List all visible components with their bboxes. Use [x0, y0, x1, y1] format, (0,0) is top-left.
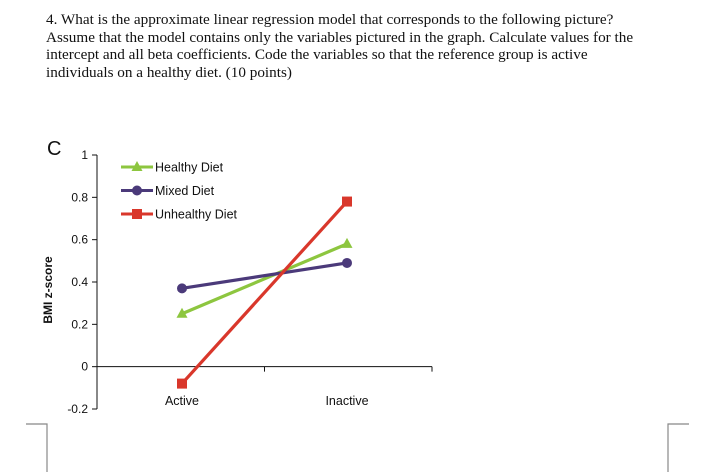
- data-point-mixed-diet: [342, 257, 352, 268]
- data-point-healthy-diet: [176, 307, 188, 318]
- data-point-unhealthy-diet: [342, 196, 352, 207]
- data-point-unhealthy-diet: [177, 378, 187, 389]
- series-markers: [176, 196, 353, 389]
- y-tick-label: 1: [81, 148, 88, 162]
- y-tick-label: 0: [81, 360, 88, 374]
- question-text: 4. What is the approximate linear regres…: [46, 11, 686, 81]
- x-category-label: Inactive: [325, 394, 368, 408]
- legend-label-mixed-diet: Mixed Diet: [155, 184, 215, 198]
- data-point-mixed-diet: [177, 283, 187, 294]
- y-tick-label: 0.2: [71, 317, 88, 331]
- legend: Healthy Diet Mixed Diet Unhealthy Diet: [121, 161, 238, 222]
- chart-axes: -0.2 0 0.2 0.4 0.6 0.8 1 Active Inactive: [67, 148, 433, 416]
- legend-label-unhealthy-diet: Unhealthy Diet: [155, 208, 238, 222]
- legend-marker-healthy-diet: [131, 161, 143, 171]
- panel-label: C: [47, 138, 61, 160]
- corner-bracket-right: [667, 423, 689, 472]
- corner-bracket-left: [26, 423, 48, 472]
- series-line-healthy-diet: [181, 242, 348, 316]
- data-point-healthy-diet: [341, 237, 353, 248]
- question-line-3: intercept and all beta coefficients. Cod…: [46, 46, 588, 64]
- x-category-label: Active: [165, 394, 199, 408]
- legend-marker-unhealthy-diet: [132, 209, 142, 219]
- y-axis-label: BMI z-score: [41, 256, 55, 324]
- series-line-mixed-diet: [181, 261, 348, 290]
- y-tick-label: 0.6: [71, 233, 88, 247]
- question-line-1: 4. What is the approximate linear regres…: [46, 11, 614, 28]
- series-line-unhealthy-diet: [180, 200, 349, 385]
- series-lines: [180, 200, 349, 385]
- question-line-4: individuals on a healthy diet. (10 point…: [46, 63, 292, 81]
- legend-marker-mixed-diet: [132, 185, 142, 196]
- question-line-2: Assume that the model contains only the …: [46, 28, 634, 46]
- legend-label-healthy-diet: Healthy Diet: [155, 161, 224, 175]
- y-tick-label: 0.4: [71, 275, 88, 289]
- y-tick-label: -0.2: [67, 402, 88, 416]
- y-tick-label: 0.8: [71, 190, 88, 204]
